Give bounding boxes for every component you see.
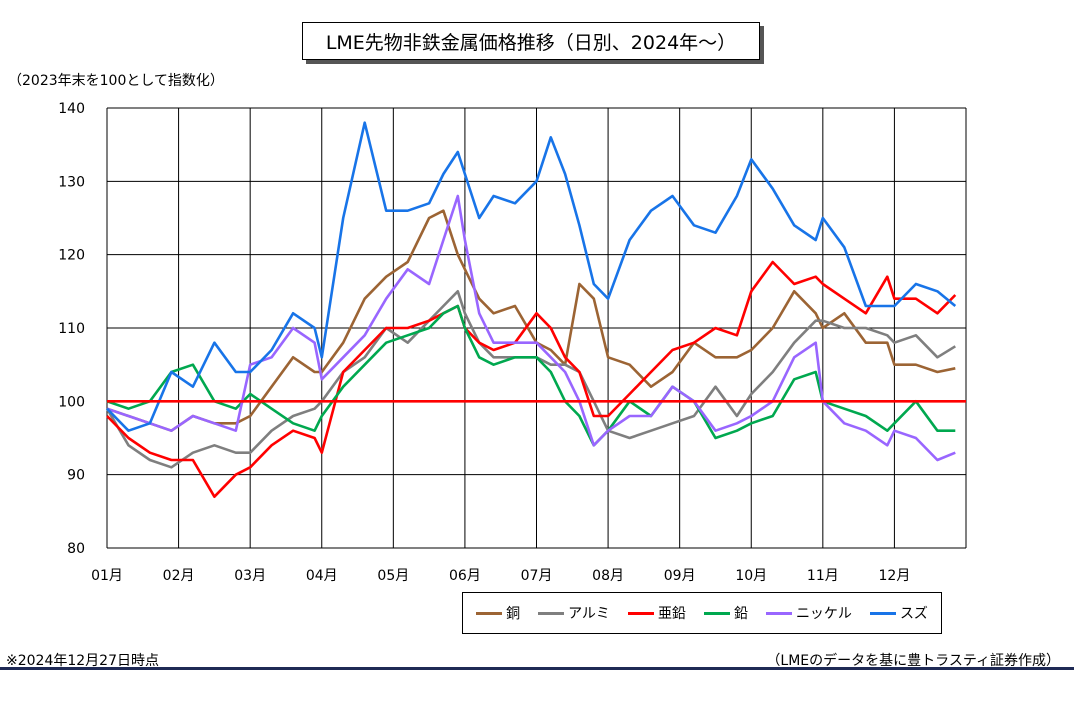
legend-label: アルミ: [568, 606, 610, 622]
legend-label: ニッケル: [795, 606, 852, 622]
legend-item: ニッケル: [765, 603, 852, 623]
series-line-亜鉛: [106, 260, 957, 498]
legend-item: アルミ: [538, 603, 610, 623]
y-tick-label: 120: [58, 248, 85, 264]
source-note: （LMEのデータを基に豊トラスティ証券作成）: [766, 653, 1060, 669]
series-line-スズ: [106, 121, 957, 432]
x-tick-label: 01月: [91, 568, 123, 584]
x-tick-label: 12月: [879, 568, 911, 584]
series-line-鉛: [106, 304, 956, 447]
x-tick-label: 03月: [234, 568, 266, 584]
chart-title: LME先物非鉄金属価格推移（日別、2024年～）: [302, 22, 760, 60]
legend-swatch: [538, 611, 565, 615]
x-tick-label: 10月: [735, 568, 767, 584]
bottom-divider: [0, 667, 1074, 670]
x-tick-label: 02月: [163, 568, 195, 584]
y-axis-unit-label: （2023年末を100として指数化）: [8, 73, 224, 89]
chart-legend: 銅 アルミ 亜鉛 鉛 ニッケル スズ: [462, 592, 942, 634]
series-line-アルミ: [105, 290, 956, 469]
legend-swatch: [765, 611, 792, 615]
y-tick-label: 130: [58, 174, 85, 190]
x-tick-label: 11月: [807, 568, 839, 584]
legend-item: 銅: [476, 603, 520, 623]
legend-item: スズ: [869, 603, 928, 623]
timestamp-note: ※2024年12月27日時点: [6, 653, 159, 669]
legend-label: 鉛: [733, 606, 748, 622]
legend-label: 銅: [506, 606, 521, 622]
legend-swatch: [627, 611, 654, 615]
y-tick-label: 110: [58, 321, 85, 337]
x-tick-label: 04月: [306, 568, 338, 584]
legend-item: 鉛: [703, 603, 748, 623]
legend-swatch: [703, 611, 730, 615]
x-tick-label: 07月: [521, 568, 553, 584]
legend-swatch: [476, 611, 503, 615]
legend-label: スズ: [899, 606, 928, 622]
x-tick-label: 08月: [592, 568, 624, 584]
x-tick-label: 05月: [377, 568, 409, 584]
legend-swatch: [869, 611, 896, 615]
y-tick-label: 90: [67, 468, 85, 484]
series-line-ニッケル: [106, 194, 956, 462]
y-tick-label: 140: [58, 101, 85, 117]
legend-item: 亜鉛: [627, 603, 686, 623]
x-tick-label: 06月: [449, 568, 481, 584]
x-tick-label: 09月: [664, 568, 696, 584]
legend-label: 亜鉛: [657, 606, 686, 622]
y-tick-label: 80: [67, 541, 85, 557]
line-chart: 80 90 100 110 120 130 140 01月 02月 03月 04月 05月 06月 07月…: [58, 101, 967, 584]
y-tick-label: 100: [58, 394, 85, 410]
